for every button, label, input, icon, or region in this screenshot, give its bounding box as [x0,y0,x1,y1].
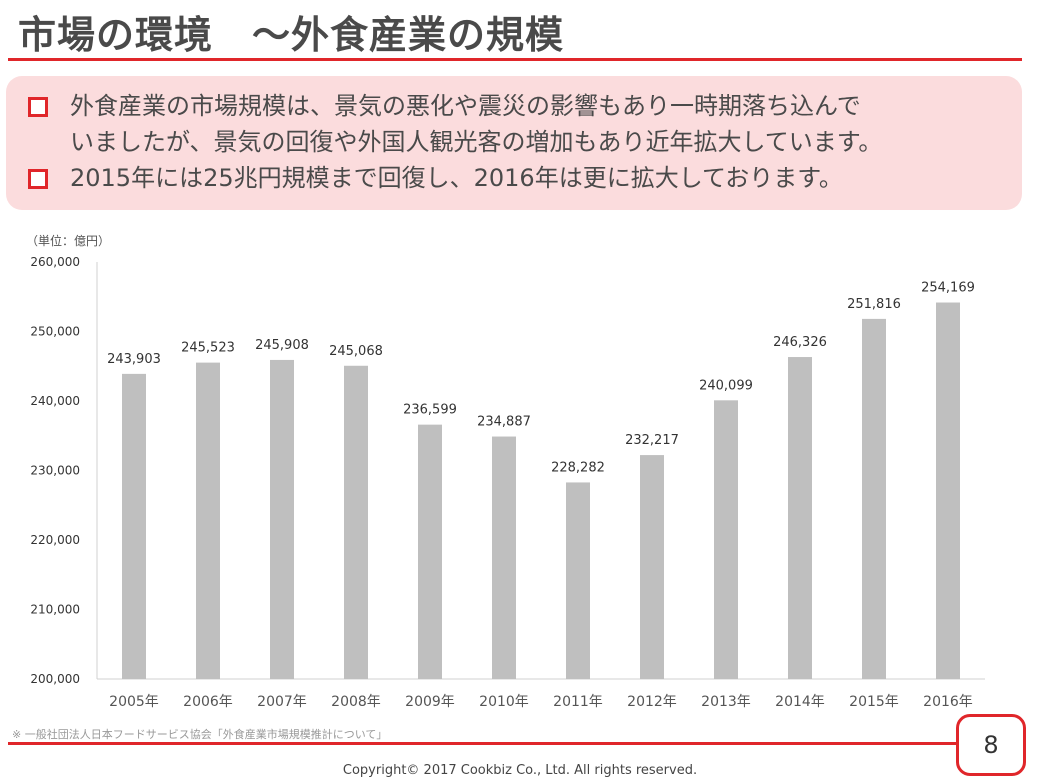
y-tick-label: 210,000 [30,603,80,617]
x-tick-label: 2011年 [553,694,603,710]
chart-bar [788,357,812,679]
bullet-item-2: 2015年には25兆円規模まで回復し、2016年は更に拡大しております。 [28,160,843,196]
bar-value-label: 245,523 [181,341,235,356]
y-tick-label: 200,000 [30,672,80,686]
chart-tick-labels: 200,000 210,000 220,000 230,000 240,000 250,0… [30,255,972,710]
x-tick-label: 2007年 [257,694,307,710]
bullet-text: 2015年には25兆円規模まで回復し、2016年は更に拡大しております。 [70,164,843,192]
title-divider [8,58,1022,61]
copyright-notice: Copyright© 2017 Cookbiz Co., Ltd. All ri… [342,763,698,778]
bar-value-label: 232,217 [625,433,679,448]
market-size-bar-chart: 243,903 245,523 245,908 245,068 236,599 234,8… [30,255,985,710]
x-tick-label: 2014年 [775,694,825,710]
chart-bar [714,400,738,679]
page-number: 8 [983,731,999,759]
summary-callout: 外食産業の市場規模は、景気の悪化や震災の影響もあり一時期落ち込んで いましたが、… [6,76,1022,210]
x-tick-label: 2009年 [405,694,455,710]
footer-divider [8,742,966,745]
bullet-item-1: 外食産業の市場規模は、景気の悪化や震災の影響もあり一時期落ち込んで いましたが、… [28,88,882,160]
y-tick-label: 240,000 [30,394,80,408]
unit-note: （単位：億円） [26,234,111,248]
x-tick-label: 2010年 [479,694,529,710]
y-tick-label: 220,000 [30,533,80,547]
x-tick-label: 2015年 [849,694,899,710]
bullet-text: 外食産業の市場規模は、景気の悪化や震災の影響もあり一時期落ち込んで いましたが、… [70,92,883,156]
chart-bar [196,362,220,679]
source-note: ※ 一般社団法人日本フードサービス協会「外食産業市場規模推計について」 [12,728,388,741]
chart-value-labels: 243,903 245,523 245,908 245,068 236,599 234,8… [107,281,975,476]
y-tick-label: 250,000 [30,325,80,339]
bar-value-label: 245,068 [329,344,383,359]
x-tick-label: 2005年 [109,694,159,710]
x-tick-label: 2006年 [183,694,233,710]
chart-bar [418,424,442,679]
chart-axes [96,262,985,680]
x-tick-label: 2013年 [701,694,751,710]
chart-bar [936,302,960,679]
x-tick-label: 2012年 [627,694,677,710]
chart-bar [640,455,664,679]
page-number-badge: 8 [956,714,1026,776]
chart-bar [122,373,146,679]
chart-bar [344,365,368,679]
chart-bar [270,359,294,679]
bar-value-label: 234,887 [477,415,531,430]
bullet-square-icon [28,169,48,189]
bar-value-label: 243,903 [107,352,161,367]
bar-value-label: 251,816 [847,297,901,312]
bar-value-label: 246,326 [773,335,827,350]
y-tick-label: 260,000 [30,255,80,269]
chart-bar [862,318,886,679]
bar-value-label: 245,908 [255,338,309,353]
slide-title: 市場の環境 ～外食産業の規模 [18,13,565,57]
bar-value-label: 236,599 [403,403,457,418]
x-tick-label: 2016年 [923,694,973,710]
bar-value-label: 254,169 [921,281,975,296]
chart-bar [492,436,516,679]
x-tick-label: 2008年 [331,694,381,710]
bullet-square-icon [28,97,48,117]
bar-value-label: 240,099 [699,378,753,393]
chart-bar [566,482,590,679]
y-tick-label: 230,000 [30,464,80,478]
bar-value-label: 228,282 [551,460,605,475]
chart-bars [122,302,960,679]
